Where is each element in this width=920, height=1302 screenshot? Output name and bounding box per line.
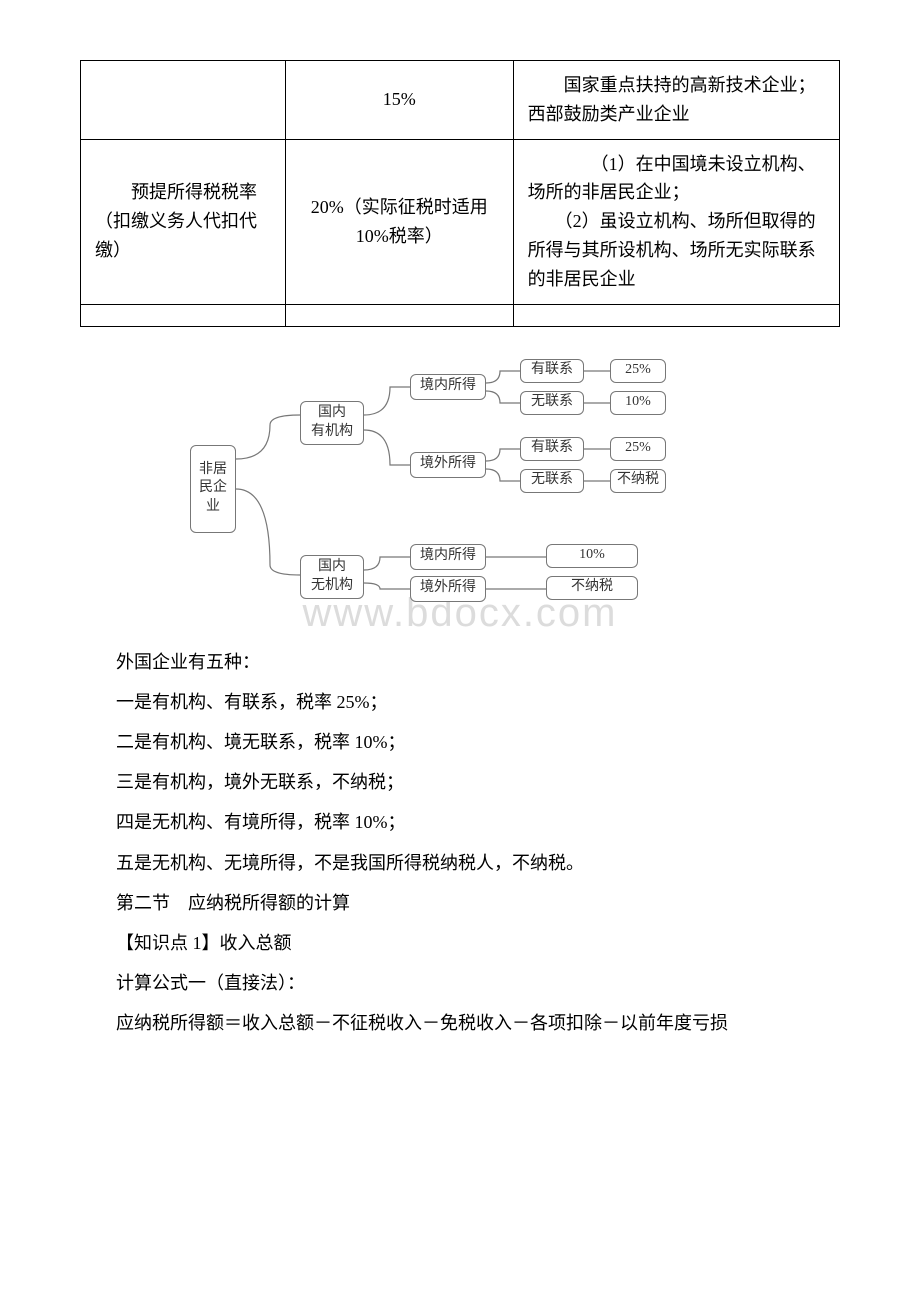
paragraph: 五是无机构、无境所得，不是我国所得税纳税人，不纳税。 — [80, 846, 840, 880]
node-domestic-income: 境内所得 — [410, 374, 486, 400]
node-related: 有联系 — [520, 437, 584, 461]
node-root: 非居 民企 业 — [190, 445, 236, 533]
cell-type — [81, 61, 286, 140]
cell-empty — [513, 304, 839, 326]
node-domestic-income: 境内所得 — [410, 544, 486, 570]
node-unrelated: 无联系 — [520, 469, 584, 493]
paragraph: 计算公式一（直接法）： — [80, 966, 840, 1000]
paragraph: 一是有机构、有联系，税率 25%； — [80, 685, 840, 719]
node-branch-has-org: 国内 有机构 — [300, 401, 364, 445]
paragraph: 二是有机构、境无联系，税率 10%； — [80, 725, 840, 759]
node-rate-25: 25% — [610, 359, 666, 383]
node-rate-notax: 不纳税 — [610, 469, 666, 493]
table-row: 预提所得税税率（扣缴义务人代扣代缴） 20%（实际征税时适用 10%税率） （1… — [81, 139, 840, 304]
cell-scope: （1）在中国境未设立机构、场所的非居民企业； （2）虽设立机构、场所但取得的所得… — [513, 139, 839, 304]
cell-rate: 15% — [285, 61, 513, 140]
cell-scope: 国家重点扶持的高新技术企业；西部鼓励类产业企业 — [513, 61, 839, 140]
node-rate-25: 25% — [610, 437, 666, 461]
paragraph: 三是有机构，境外无联系，不纳税； — [80, 765, 840, 799]
knowledge-point: 【知识点 1】收入总额 — [80, 926, 840, 960]
cell-scope-line1: （1）在中国境未设立机构、场所的非居民企业； （2）虽设立机构、场所但取得的所得… — [528, 150, 825, 294]
node-rate-notax: 不纳税 — [546, 576, 638, 600]
cell-type: 预提所得税税率（扣缴义务人代扣代缴） — [81, 139, 286, 304]
node-rate-10: 10% — [546, 544, 638, 568]
table-row — [81, 304, 840, 326]
node-unrelated: 无联系 — [520, 391, 584, 415]
cell-empty — [285, 304, 513, 326]
cell-empty — [81, 304, 286, 326]
cell-rate: 20%（实际征税时适用 10%税率） — [285, 139, 513, 304]
tax-rate-table: 15% 国家重点扶持的高新技术企业；西部鼓励类产业企业 预提所得税税率（扣缴义务… — [80, 60, 840, 327]
tax-tree-diagram: www.bdocx.com 非居 民企 — [180, 355, 740, 625]
paragraph: 四是无机构、有境所得，税率 10%； — [80, 805, 840, 839]
formula: 应纳税所得额＝收入总额－不征税收入－免税收入－各项扣除－以前年度亏损 — [80, 1006, 840, 1040]
node-branch-no-org: 国内 无机构 — [300, 555, 364, 599]
node-related: 有联系 — [520, 359, 584, 383]
node-foreign-income: 境外所得 — [410, 576, 486, 602]
section-heading: 第二节 应纳税所得额的计算 — [80, 886, 840, 920]
node-rate-10: 10% — [610, 391, 666, 415]
table-row: 15% 国家重点扶持的高新技术企业；西部鼓励类产业企业 — [81, 61, 840, 140]
paragraph: 外国企业有五种： — [80, 645, 840, 679]
node-foreign-income: 境外所得 — [410, 452, 486, 478]
